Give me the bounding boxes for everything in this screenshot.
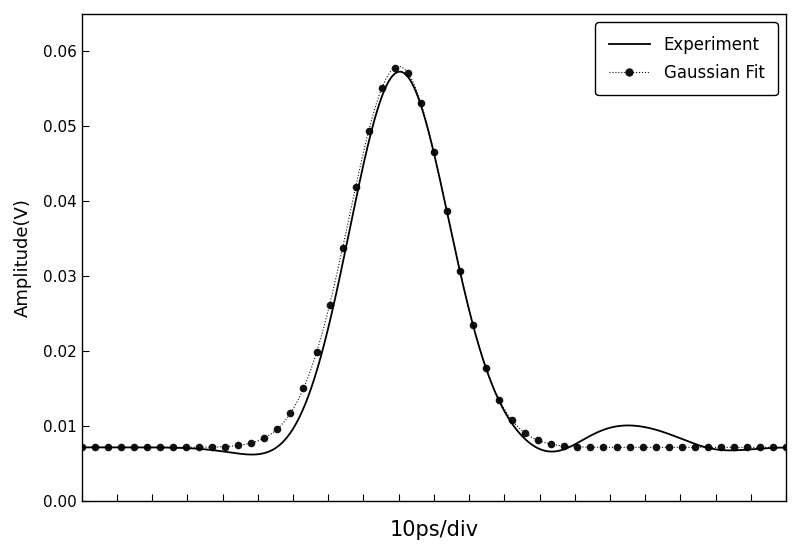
Point [427,148,440,157]
Point [362,126,375,135]
Point [88,443,101,452]
Point [689,443,702,452]
Point [127,443,140,452]
Point [466,321,479,330]
Point [584,443,597,452]
Point [154,443,166,452]
Point [741,443,754,452]
Point [180,443,193,452]
Point [571,443,584,452]
Point [441,207,454,216]
Point [350,183,362,192]
Point [258,434,270,443]
Point [114,443,127,452]
Point [219,442,232,451]
Point [780,443,793,452]
Point [323,300,336,309]
Point [506,416,518,425]
Point [336,243,349,252]
Point [636,443,649,452]
Point [610,443,623,452]
Point [388,63,401,72]
Point [545,440,558,449]
Point [480,364,493,373]
Point [232,441,245,450]
Point [166,443,179,452]
Point [493,395,506,404]
Point [662,443,675,452]
Point [597,443,610,452]
Point [375,84,388,93]
Point [702,443,714,452]
Point [102,443,114,452]
Point [454,267,466,276]
Point [141,443,154,452]
Point [727,443,740,452]
Legend: Experiment, Gaussian Fit: Experiment, Gaussian Fit [595,22,778,95]
Point [206,443,218,452]
Point [193,443,206,452]
Point [271,424,284,433]
Point [558,442,570,450]
Point [623,443,636,452]
Point [714,443,727,452]
Y-axis label: Amplitude(V): Amplitude(V) [14,198,32,317]
Point [675,443,688,452]
Point [284,409,297,418]
Point [754,443,766,452]
Point [75,443,88,452]
Point [402,69,414,78]
Point [766,443,779,452]
Point [310,348,323,357]
Point [245,439,258,448]
Point [650,443,662,452]
Point [519,429,532,438]
Point [532,436,545,445]
Point [414,99,427,107]
X-axis label: 10ps/div: 10ps/div [390,520,478,540]
Point [297,384,310,393]
